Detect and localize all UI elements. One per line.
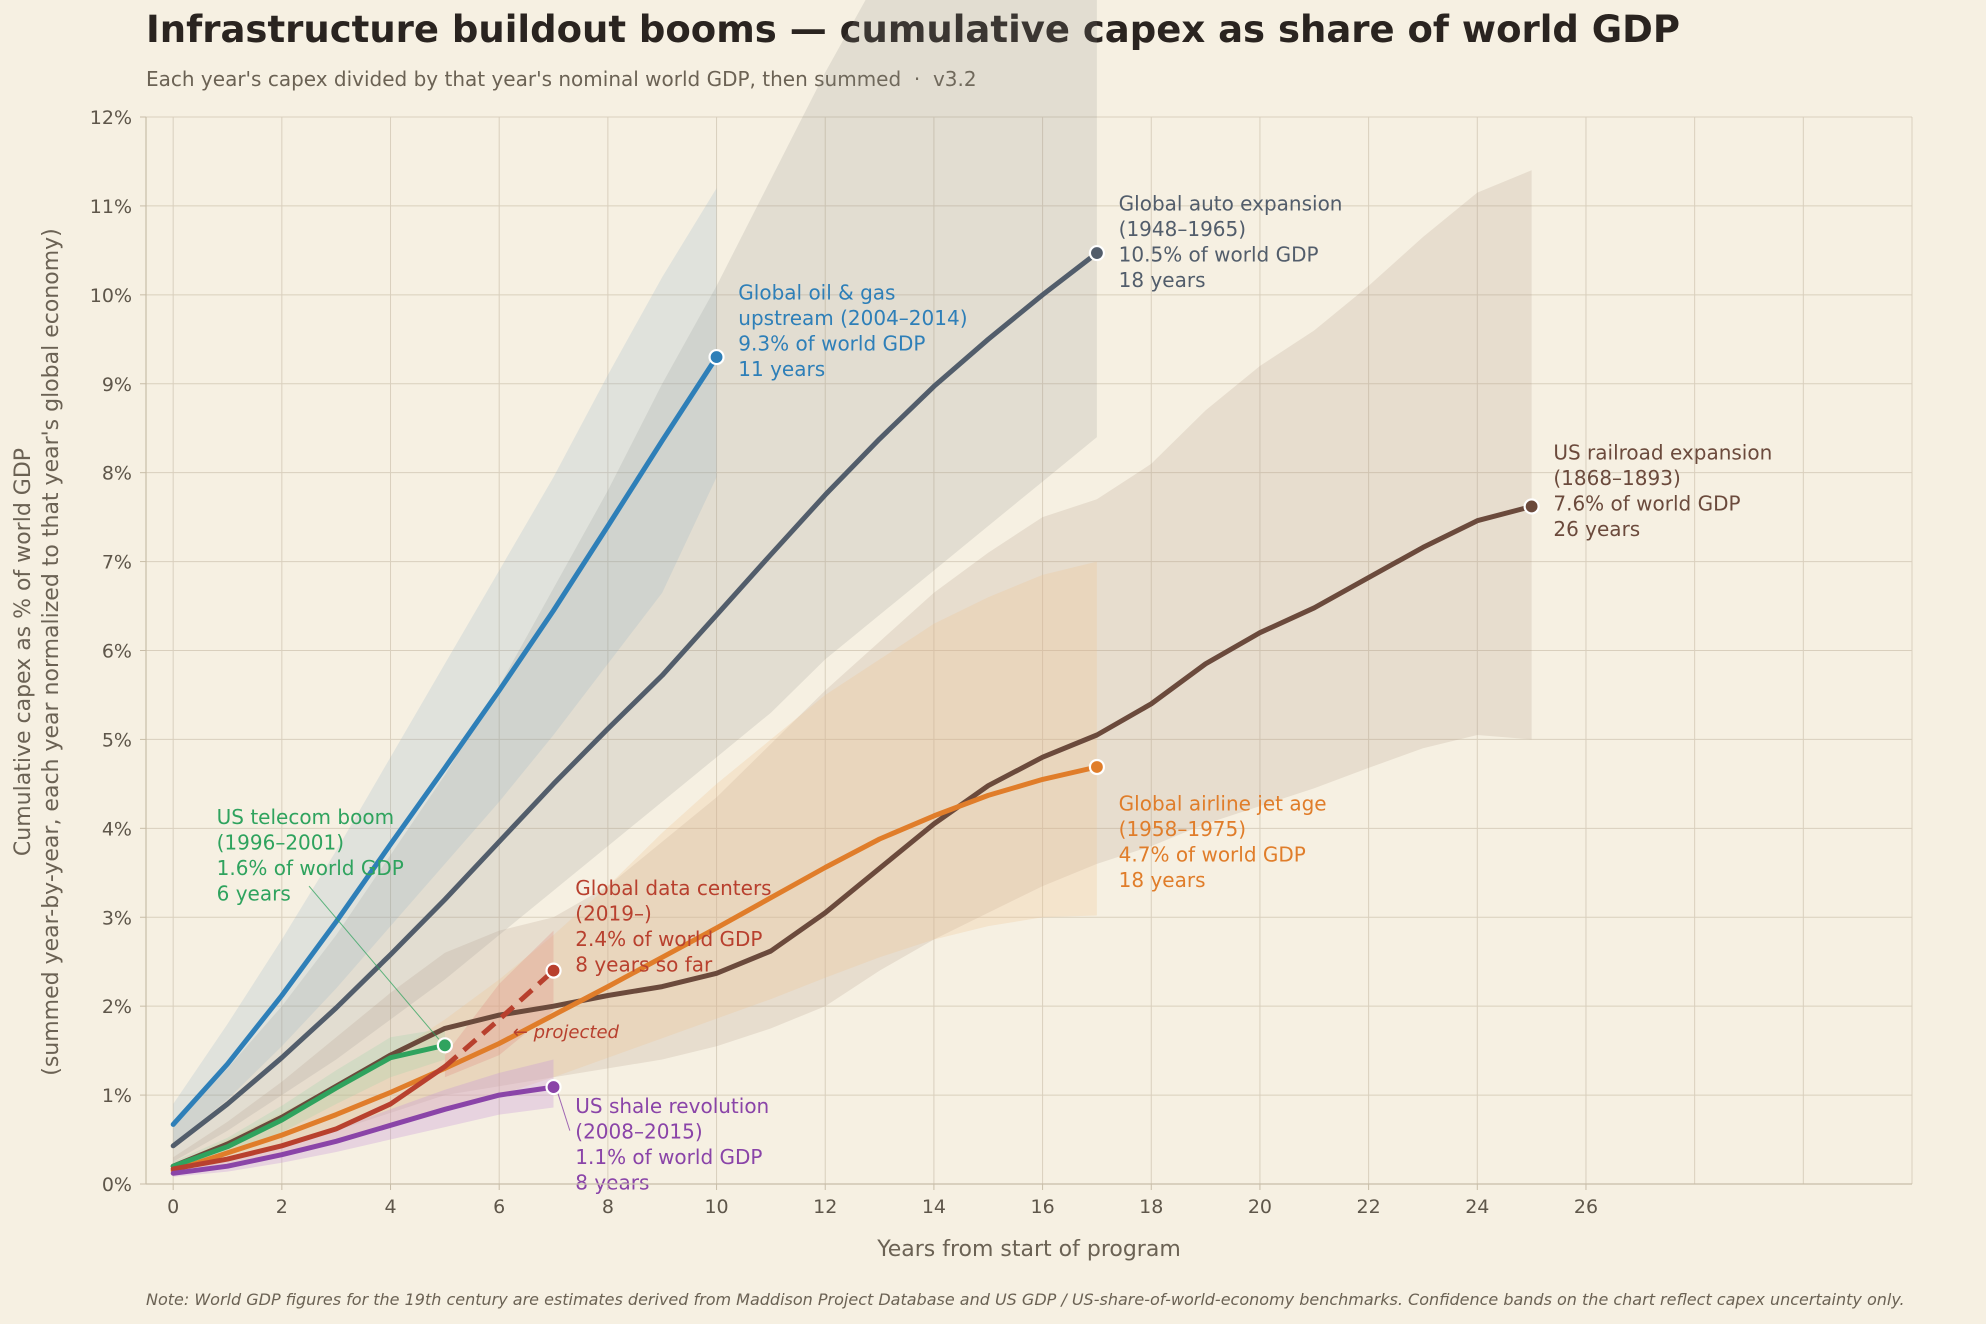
telecom-line	[170, 1042, 448, 1169]
chart-subtitle: Each year's capex divided by that year's…	[146, 67, 977, 91]
oilgas-annotation-line: 11 years	[738, 357, 825, 381]
datacenters-annotation: Global data centers (2019–) 2.4% of world …	[575, 876, 771, 977]
y-tick-label: 1%	[102, 1085, 132, 1107]
y-tick-label: 2%	[102, 996, 132, 1018]
shale-endpoint	[545, 1078, 562, 1096]
series-lines	[170, 250, 1535, 1176]
airline-endpoint	[1088, 758, 1106, 776]
annotation-leaders	[308, 885, 571, 1131]
y-axis-label-line1: Cumulative capex as % of world GDP	[11, 448, 36, 856]
datacenters-endpoint	[545, 962, 562, 979]
shale-annotation: US shale revolution (2008–2015) 1.1% of wo…	[575, 1094, 769, 1195]
x-tick-label: 6	[493, 1196, 505, 1218]
x-tick-label: 8	[602, 1196, 614, 1218]
oilgas-annotation: Global oil & gas upstream (2004–2014) 9.3%…	[738, 280, 967, 381]
shale-annotation-line: 8 years	[575, 1170, 649, 1194]
oilgas-line	[170, 354, 720, 1127]
y-tick-label: 0%	[102, 1174, 132, 1196]
y-tick-label: 7%	[102, 552, 132, 574]
airline-band	[173, 561, 1097, 1176]
datacenters-annotation-line: 2.4% of world GDP	[575, 927, 762, 951]
oilgas-annotation-line: 9.3% of world GDP	[738, 331, 925, 355]
shale-line	[170, 1084, 556, 1176]
shale-annotation-line: 1.1% of world GDP	[575, 1145, 762, 1169]
x-tick-label: 0	[167, 1196, 179, 1218]
oilgas-band	[173, 188, 717, 1145]
footnote: Note: World GDP figures for the 19th cen…	[146, 1290, 1905, 1309]
auto-annotation: Global auto expansion (1948–1965) 10.5% of…	[1119, 191, 1343, 291]
y-tick-label: 4%	[102, 818, 132, 840]
oilgas-annotation-line: upstream (2004–2014)	[738, 306, 967, 330]
y-tick-label: 8%	[102, 463, 132, 485]
x-tick-label: 14	[922, 1196, 946, 1218]
datacenters-projected-label: ← projected	[513, 1022, 620, 1043]
x-tick-label: 12	[813, 1196, 837, 1218]
x-tick-label: 24	[1465, 1196, 1489, 1218]
shale-annotation-line: US shale revolution	[575, 1094, 769, 1118]
auto-endpoint	[1088, 244, 1106, 262]
x-tick-label: 2	[276, 1196, 288, 1218]
auto-annotation-line: (1948–1965)	[1119, 217, 1246, 241]
railroad-annotation-line: US railroad expansion	[1553, 440, 1772, 464]
y-tick-label: 11%	[90, 196, 132, 218]
telecom-annotation-line: (1996–2001)	[217, 830, 344, 854]
y-tick-label: 12%	[90, 107, 132, 129]
airline-line	[170, 764, 1100, 1174]
datacenters-annotation-line: 8 years so far	[575, 953, 713, 977]
oilgas-annotation-line: Global oil & gas	[738, 280, 895, 304]
grid	[146, 116, 1913, 1185]
confidence-bands	[173, 0, 1532, 1177]
x-tick-label: 20	[1248, 1196, 1272, 1218]
y-tick-label: 3%	[102, 907, 132, 929]
auto-annotation-line: 18 years	[1119, 268, 1206, 292]
railroad-band	[173, 170, 1532, 1174]
railroad-annotation: US railroad expansion (1868–1893) 7.6% of …	[1553, 440, 1772, 541]
datacenters-line	[170, 1064, 448, 1172]
x-tick-label: 16	[1030, 1196, 1054, 1218]
telecom-annotation: US telecom boom (1996–2001) 1.6% of world …	[217, 805, 404, 906]
datacenters-annotation-line: Global data centers	[575, 876, 771, 900]
y-tick-label: 6%	[102, 641, 132, 663]
telecom-leader-line	[308, 885, 440, 1040]
shale-leader-line	[557, 1091, 571, 1131]
auto-annotation-line: 10.5% of world GDP	[1119, 242, 1319, 266]
telecom-annotation-line: US telecom boom	[217, 805, 394, 829]
x-axis-label: Years from start of program	[876, 1237, 1181, 1262]
telecom-annotation-line: 6 years	[217, 881, 291, 905]
y-tick-label: 10%	[90, 285, 132, 307]
axes: 0 2 4 6 8 10 12 14 16 18 20 22 24 260%1%2%3%4%5%6%7%8…	[90, 107, 1912, 1218]
airline-annotation-line: 18 years	[1119, 868, 1206, 892]
x-tick-label: 26	[1574, 1196, 1598, 1218]
shale-band	[173, 1059, 554, 1177]
y-axis-label-line2: (summed year-by-year, each year normaliz…	[39, 228, 64, 1075]
airline-annotation-line: Global airline jet age	[1119, 792, 1327, 816]
telecom-annotation-line: 1.6% of world GDP	[217, 856, 404, 880]
series-annotations: Global auto expansion (1948–1965) 10.5% of…	[217, 191, 1773, 1194]
railroad-annotation-line: 7.6% of world GDP	[1553, 491, 1740, 515]
airline-annotation-line: (1958–1975)	[1119, 817, 1246, 841]
airline-annotation-line: 4.7% of world GDP	[1119, 843, 1306, 867]
x-tick-label: 18	[1139, 1196, 1163, 1218]
auto-line	[170, 250, 1100, 1149]
railroad-endpoint	[1523, 498, 1540, 515]
y-tick-label: 5%	[102, 729, 132, 751]
oilgas-endpoint	[708, 348, 725, 366]
chart-title: Infrastructure buildout booms — cumulati…	[146, 8, 1680, 51]
telecom-endpoint	[436, 1037, 453, 1054]
shale-annotation-line: (2008–2015)	[575, 1119, 702, 1143]
auto-annotation-line: Global auto expansion	[1119, 191, 1343, 215]
x-tick-label: 4	[384, 1196, 396, 1218]
airline-annotation: Global airline jet age (1958–1975) 4.7% of…	[1119, 792, 1327, 893]
x-tick-label: 10	[704, 1196, 728, 1218]
datacenters-annotation-line: (2019–)	[575, 902, 652, 926]
y-tick-label: 9%	[102, 374, 132, 396]
series-endpoints	[436, 244, 1540, 1096]
railroad-line	[170, 504, 1535, 1169]
x-tick-label: 22	[1357, 1196, 1381, 1218]
railroad-annotation-line: 26 years	[1553, 517, 1640, 541]
railroad-annotation-line: (1868–1893)	[1553, 466, 1680, 490]
auto-band	[173, 0, 1097, 1162]
